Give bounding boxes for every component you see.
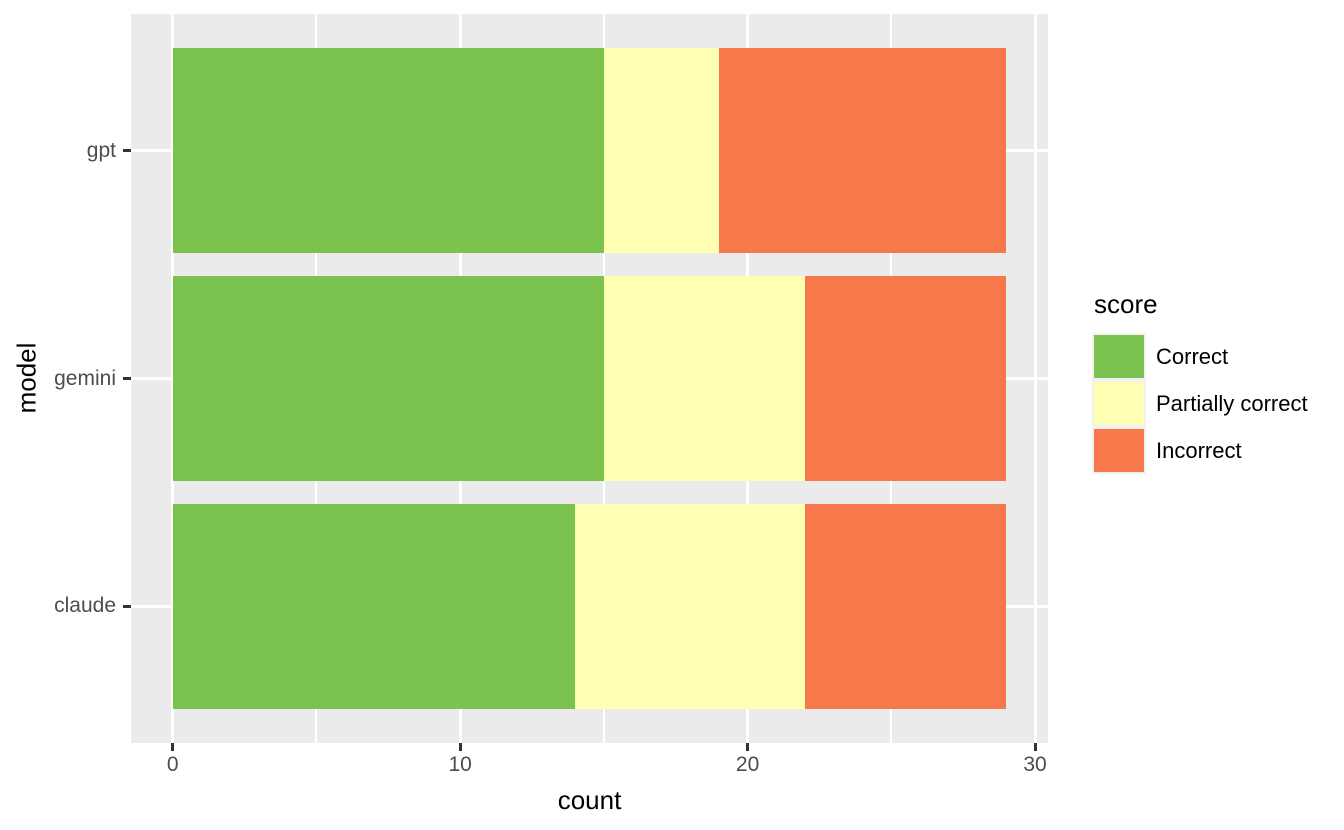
bar-gpt-correct: [172, 48, 604, 254]
legend-item-correct: Correct: [1092, 333, 1308, 380]
legend-title: score: [1094, 289, 1158, 319]
x-tick-label-30: 30: [1023, 753, 1047, 776]
y-tick-label-gemini: gemini: [54, 366, 116, 390]
x-axis-title: count: [557, 785, 622, 815]
legend-item-incorrect: Incorrect: [1092, 427, 1308, 474]
legend-label: Correct: [1156, 343, 1229, 369]
bar-gemini-partially-correct: [603, 275, 806, 482]
bar-claude: [131, 503, 1048, 709]
legend-label: Partially correct: [1156, 390, 1308, 416]
y-tick-mark-gemini: [123, 377, 131, 380]
bar-gpt-incorrect: [718, 48, 1007, 254]
bar-gemini-incorrect: [805, 275, 1007, 482]
plot-panel: [131, 14, 1048, 743]
x-tick-mark-0: [171, 743, 175, 751]
legend-label: Incorrect: [1156, 437, 1242, 463]
bar-claude-partially-correct: [575, 503, 806, 709]
bar-claude-correct: [172, 503, 576, 709]
legend: score Correct Partially correct Incorrect: [1092, 289, 1308, 474]
legend-key: [1092, 333, 1146, 380]
bar-gpt-partially-correct: [603, 48, 719, 254]
legend-swatch-incorrect: [1094, 429, 1144, 472]
bar-gpt: [131, 48, 1048, 254]
x-tick-mark-30: [1033, 743, 1037, 751]
y-axis-title: model: [11, 342, 42, 414]
x-tick-mark-20: [746, 743, 750, 751]
y-tick-mark-claude: [123, 604, 131, 608]
bar-claude-incorrect: [805, 503, 1007, 709]
x-tick-label-10: 10: [448, 753, 472, 776]
y-tick-label-claude: claude: [54, 594, 116, 618]
y-tick-mark-gpt: [123, 149, 131, 153]
x-tick-label-0: 0: [166, 753, 179, 776]
x-tick-mark-10: [458, 743, 462, 751]
legend-key: [1092, 427, 1146, 474]
gridline-major-30: [1033, 14, 1037, 743]
legend-item-partially-correct: Partially correct: [1092, 380, 1308, 427]
legend-swatch-partially-correct: [1094, 382, 1144, 425]
legend-items: Correct Partially correct Incorrect: [1092, 333, 1308, 474]
legend-swatch-correct: [1094, 335, 1144, 378]
y-tick-label-gpt: gpt: [86, 138, 116, 162]
bar-gemini-correct: [172, 275, 604, 482]
x-tick-label-20: 20: [735, 753, 760, 776]
legend-key: [1092, 380, 1146, 427]
bar-gemini: [131, 275, 1048, 482]
